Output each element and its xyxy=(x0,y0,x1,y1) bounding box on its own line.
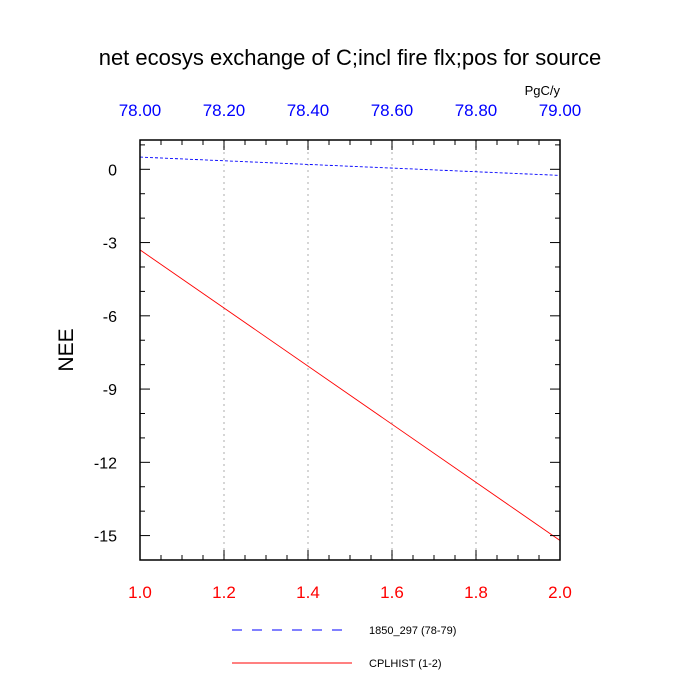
x-top-tick-label: 78.60 xyxy=(371,101,414,120)
x-top-tick-label: 78.20 xyxy=(203,101,246,120)
x-top-tick-label: 78.80 xyxy=(455,101,498,120)
chart-title: net ecosys exchange of C;incl fire flx;p… xyxy=(99,45,602,70)
x-bottom-tick-label: 2.0 xyxy=(548,583,572,602)
units-label: PgC/y xyxy=(525,83,561,98)
series-group xyxy=(139,156,561,541)
y-tick-label: -15 xyxy=(94,529,117,546)
legend-label-1: 1850_297 (78-79) xyxy=(369,625,456,637)
x-bottom-tick-label: 1.2 xyxy=(212,583,236,602)
x-bottom-tick-label: 1.4 xyxy=(296,583,320,602)
y-tick-label: 0 xyxy=(108,162,117,179)
x-bottom-tick-label: 1.8 xyxy=(464,583,488,602)
x-top-tick-label: 78.40 xyxy=(287,101,330,120)
y-tick-label: -9 xyxy=(103,382,117,399)
series-line-1 xyxy=(139,156,561,176)
y-tick-label: -6 xyxy=(103,309,117,326)
grid xyxy=(223,140,477,560)
x-top-tick-label: 79.00 xyxy=(539,101,582,120)
legend: 1850_297 (78-79) CPLHIST (1-2) xyxy=(232,625,456,670)
y-tick-label: -12 xyxy=(94,455,117,472)
legend-label-2: CPLHIST (1-2) xyxy=(369,658,442,670)
series-line-2 xyxy=(139,249,561,541)
x-top-tick-label: 78.00 xyxy=(119,101,162,120)
x-bottom-tick-label: 1.6 xyxy=(380,583,404,602)
y-axis-label: NEE xyxy=(55,328,78,371)
x-bottom-tick-label: 1.0 xyxy=(128,583,152,602)
ticks: 0 -3 -6 -9 -12 -15 1.0 1.2 1.4 1.6 1.8 2.0 78.00 78.2… xyxy=(94,101,581,602)
y-tick-label: -3 xyxy=(103,236,117,253)
